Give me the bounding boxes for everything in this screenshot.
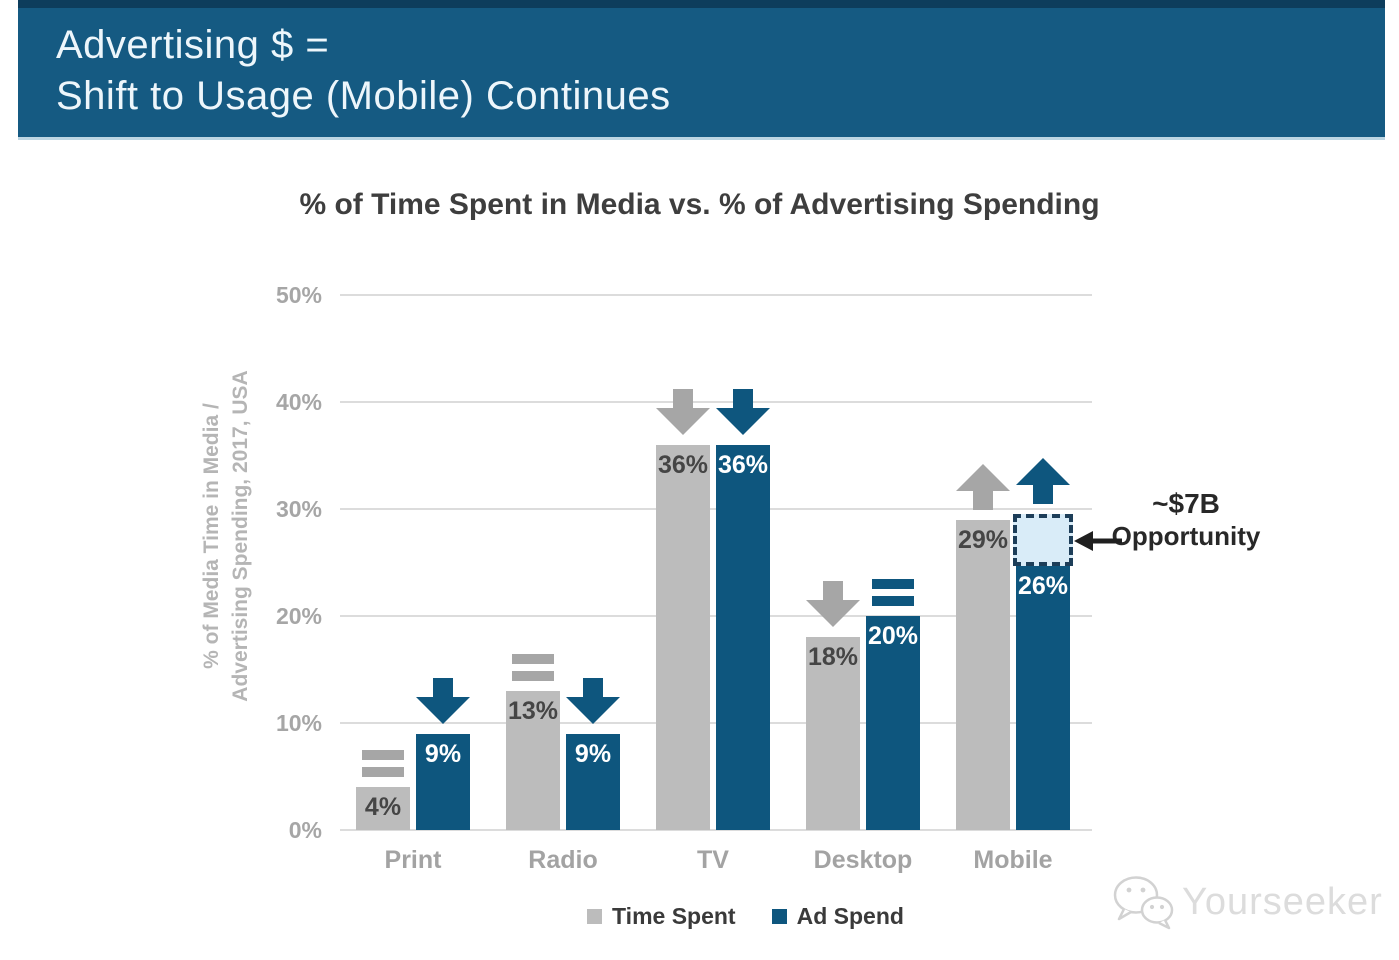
y-tick-label-30: 30% [275,496,322,522]
bar-ad-spend-mobile: 26% [1016,551,1070,830]
bar-time-spent-radio: 13% [506,690,560,830]
bar-ad-spend-tv: 36% [716,444,770,830]
bar-time-spent-desktop: 18% [806,637,860,830]
opportunity-annotation-value: ~$7B [1152,488,1220,519]
y-tick-label-50: 50% [275,282,322,308]
chart-legend: Time Spent Ad Spend [46,903,1399,930]
equal-trend-icon [872,579,914,606]
equal-bar-top [512,653,554,664]
header-title-line2: Shift to Usage (Mobile) Continues [56,74,671,118]
gridline-40 [340,401,1092,403]
bar-time-spent-print: 4% [356,787,410,830]
down-arrow-icon [416,677,470,729]
bar-value-label: 13% [507,696,559,725]
equal-trend-icon [362,750,404,778]
bar-value-label: 9% [574,739,612,768]
chart-title: % of Time Spent in Media vs. % of Advert… [299,188,1100,221]
category-label-desktop: Desktop [813,846,913,874]
up-arrow-icon [1016,458,1070,509]
y-tick-label-40: 40% [275,389,322,415]
bar-value-label: 9% [424,739,462,768]
bar-time-spent-tv: 36% [656,444,710,830]
legend-item-ad-spend: Ad Spend [771,903,904,930]
legend-swatch-time-spent [587,909,603,924]
bar-value-label: 36% [657,450,709,479]
header-title-line1: Advertising $ = [56,23,330,67]
equal-bar-bottom [362,767,404,778]
bar-ad-spend-radio: 9% [566,733,620,830]
legend-item-time-spent: Time Spent [587,903,736,930]
down-arrow-icon [716,388,770,440]
y-tick-label-0: 0% [288,817,322,843]
y-tick-label-10: 10% [275,710,322,736]
bar-value-label: 36% [717,450,769,479]
header-title: Advertising $ = Shift to Usage (Mobile) … [18,8,1385,122]
annotation-arrow-icon [1074,531,1122,551]
legend-label-ad-spend: Ad Spend [796,903,904,929]
down-arrow-icon [806,581,860,632]
watermark: Yourseeker [1112,874,1383,930]
category-label-print: Print [384,846,442,874]
bar-value-label: 29% [957,525,1009,554]
y-axis-label: % of Media Time in Media / Advertising S… [197,321,259,751]
y-axis-label-line1: % of Media Time in Media / [200,403,223,669]
category-label-mobile: Mobile [973,846,1053,874]
bar-value-label: 18% [807,643,859,672]
y-tick-label-20: 20% [275,603,322,629]
down-arrow-icon [656,388,710,440]
equal-trend-icon [872,579,914,606]
bar-value-label: 26% [1017,571,1069,600]
gridline-50 [340,294,1092,296]
wechat-icon [1113,876,1174,930]
equal-trend-icon [512,653,554,681]
equal-trend-icon [362,750,404,778]
bar-ad-spend-desktop: 20% [866,616,920,830]
bar-time-spent-mobile: 29% [956,519,1010,830]
equal-bar-top [872,579,914,589]
watermark-label: Yourseeker [1182,880,1383,923]
plot-area: 50% 40% 30% 20% 10% 0% 4% 13% 36% 18% 29% 9% 9% 36% 20… [276,282,1092,874]
opportunity-annotation: ~$7B Opportunity [1061,487,1311,551]
gridline-0 [340,829,1092,831]
legend-swatch-ad-spend [771,909,787,924]
category-label-tv: TV [697,846,729,874]
up-arrow-icon [956,463,1010,515]
equal-trend-icon [512,653,554,681]
opportunity-box [1013,514,1073,566]
bar-ad-spend-print: 9% [416,733,470,830]
opportunity-annotation-label: Opportunity [1111,521,1261,551]
category-label-radio: Radio [528,846,598,874]
equal-bar-top [362,750,404,761]
equal-bar-bottom [872,596,914,606]
bar-value-label: 4% [364,793,402,822]
bar-value-label: 20% [867,622,919,650]
equal-bar-bottom [512,670,554,681]
down-arrow-icon [566,677,620,729]
header-banner: Advertising $ = Shift to Usage (Mobile) … [18,0,1385,140]
y-axis-label-line2: Advertising Spending, 2017, USA [229,370,252,702]
legend-label-time-spent: Time Spent [612,903,736,929]
